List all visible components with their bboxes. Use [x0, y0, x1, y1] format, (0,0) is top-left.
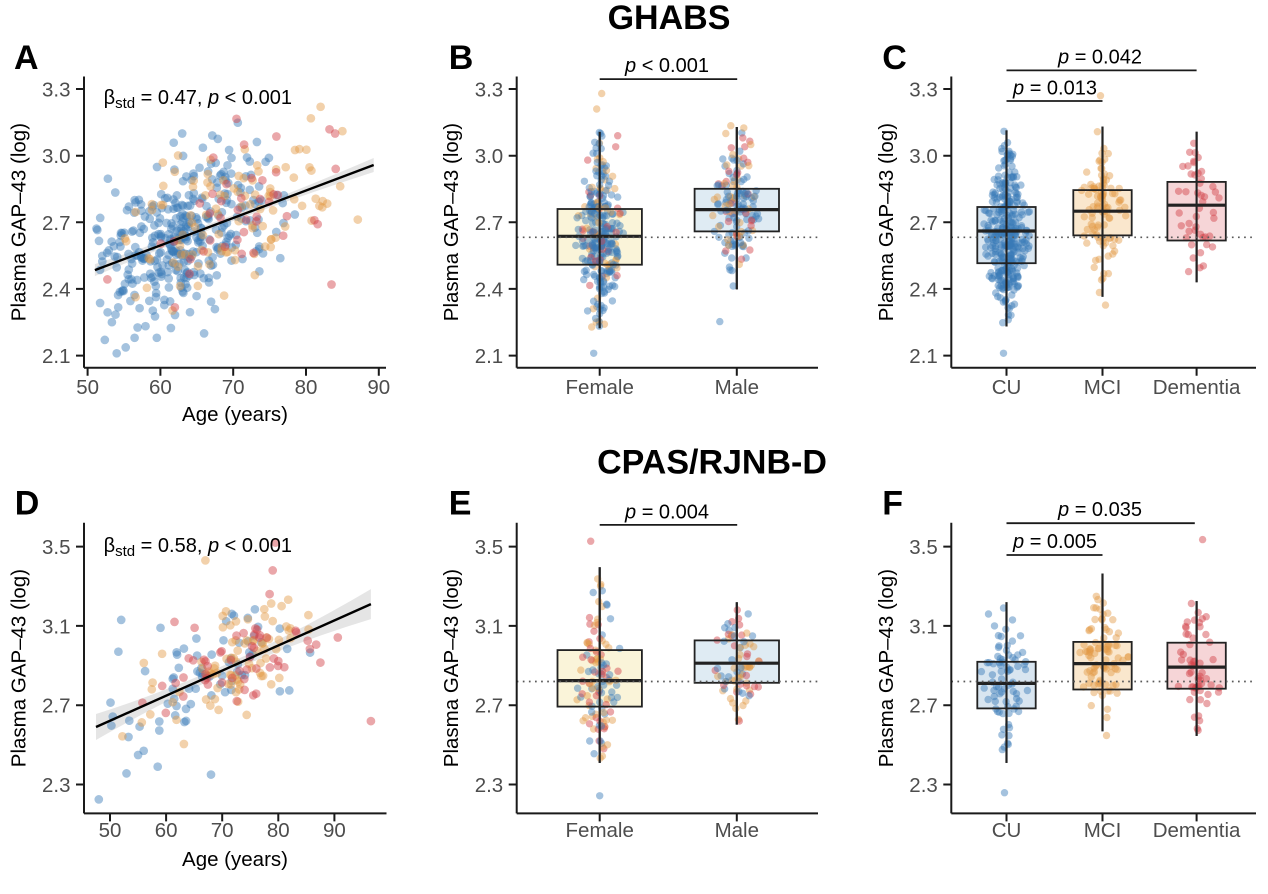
svg-text:3.0: 3.0: [42, 145, 71, 168]
svg-text:2.1: 2.1: [475, 345, 504, 368]
svg-text:80: 80: [267, 819, 290, 842]
svg-text:βstd = 0.47, p < 0.001: βstd = 0.47, p < 0.001: [104, 87, 292, 112]
svg-text:p = 0.013: p = 0.013: [1012, 78, 1097, 100]
svg-text:3.3: 3.3: [475, 79, 504, 102]
svg-text:3.0: 3.0: [475, 145, 504, 168]
svg-text:60: 60: [149, 376, 172, 399]
svg-text:D: D: [15, 484, 40, 522]
svg-text:90: 90: [367, 376, 390, 399]
svg-text:GHABS: GHABS: [608, 0, 731, 37]
svg-text:CPAS/RJNB-D: CPAS/RJNB-D: [597, 444, 827, 482]
svg-text:p = 0.035: p = 0.035: [1057, 499, 1142, 521]
svg-text:CU: CU: [992, 819, 1022, 842]
svg-text:p = 0.005: p = 0.005: [1012, 531, 1097, 553]
svg-text:Plasma GAP–43 (log): Plasma GAP–43 (log): [875, 569, 898, 767]
svg-text:p = 0.042: p = 0.042: [1057, 47, 1142, 69]
svg-text:2.4: 2.4: [42, 278, 71, 301]
svg-text:Male: Male: [715, 376, 759, 399]
svg-text:50: 50: [76, 376, 99, 399]
svg-text:3.0: 3.0: [909, 145, 938, 168]
svg-text:Plasma GAP–43 (log): Plasma GAP–43 (log): [8, 123, 31, 321]
svg-text:MCI: MCI: [1084, 376, 1122, 399]
svg-text:70: 70: [222, 376, 245, 399]
svg-text:3.5: 3.5: [475, 536, 504, 559]
svg-text:MCI: MCI: [1084, 819, 1122, 842]
svg-text:3.5: 3.5: [42, 536, 71, 559]
svg-text:Age (years): Age (years): [182, 403, 288, 426]
svg-text:2.7: 2.7: [909, 212, 938, 235]
svg-text:2.1: 2.1: [909, 345, 938, 368]
svg-text:50: 50: [99, 819, 122, 842]
svg-text:E: E: [449, 484, 472, 522]
svg-text:3.3: 3.3: [909, 79, 938, 102]
svg-text:2.7: 2.7: [475, 212, 504, 235]
svg-text:Dementia: Dementia: [1153, 376, 1241, 399]
svg-text:60: 60: [155, 819, 178, 842]
svg-text:3.1: 3.1: [475, 615, 504, 638]
svg-text:Plasma GAP–43 (log): Plasma GAP–43 (log): [440, 123, 463, 321]
svg-text:Age (years): Age (years): [182, 848, 288, 871]
svg-text:Female: Female: [566, 376, 634, 399]
svg-text:2.7: 2.7: [475, 695, 504, 718]
svg-text:p < 0.001: p < 0.001: [624, 55, 709, 77]
svg-text:C: C: [882, 39, 907, 77]
svg-text:2.7: 2.7: [42, 695, 71, 718]
svg-text:Female: Female: [566, 819, 634, 842]
svg-text:3.1: 3.1: [42, 615, 71, 638]
svg-text:2.3: 2.3: [42, 774, 71, 797]
svg-text:90: 90: [323, 819, 346, 842]
svg-text:B: B: [449, 39, 474, 77]
svg-text:80: 80: [295, 376, 318, 399]
svg-text:Plasma GAP–43 (log): Plasma GAP–43 (log): [440, 569, 463, 767]
svg-text:Plasma GAP–43 (log): Plasma GAP–43 (log): [8, 569, 31, 767]
svg-text:3.5: 3.5: [909, 536, 938, 559]
svg-text:2.4: 2.4: [909, 278, 938, 301]
svg-text:Male: Male: [715, 819, 759, 842]
svg-text:p = 0.004: p = 0.004: [624, 502, 709, 524]
svg-text:2.4: 2.4: [475, 278, 504, 301]
svg-text:2.1: 2.1: [42, 345, 71, 368]
svg-text:2.7: 2.7: [42, 212, 71, 235]
svg-text:Plasma GAP–43 (log): Plasma GAP–43 (log): [875, 123, 898, 321]
svg-text:CU: CU: [992, 376, 1022, 399]
svg-text:2.7: 2.7: [909, 695, 938, 718]
svg-text:2.3: 2.3: [909, 774, 938, 797]
svg-text:70: 70: [211, 819, 234, 842]
svg-text:F: F: [882, 484, 903, 522]
svg-text:3.1: 3.1: [909, 615, 938, 638]
svg-text:A: A: [14, 39, 39, 77]
svg-text:βstd = 0.58, p < 0.001: βstd = 0.58, p < 0.001: [104, 535, 292, 560]
svg-text:Dementia: Dementia: [1153, 819, 1241, 842]
svg-text:3.3: 3.3: [42, 79, 71, 102]
svg-text:2.3: 2.3: [475, 774, 504, 797]
